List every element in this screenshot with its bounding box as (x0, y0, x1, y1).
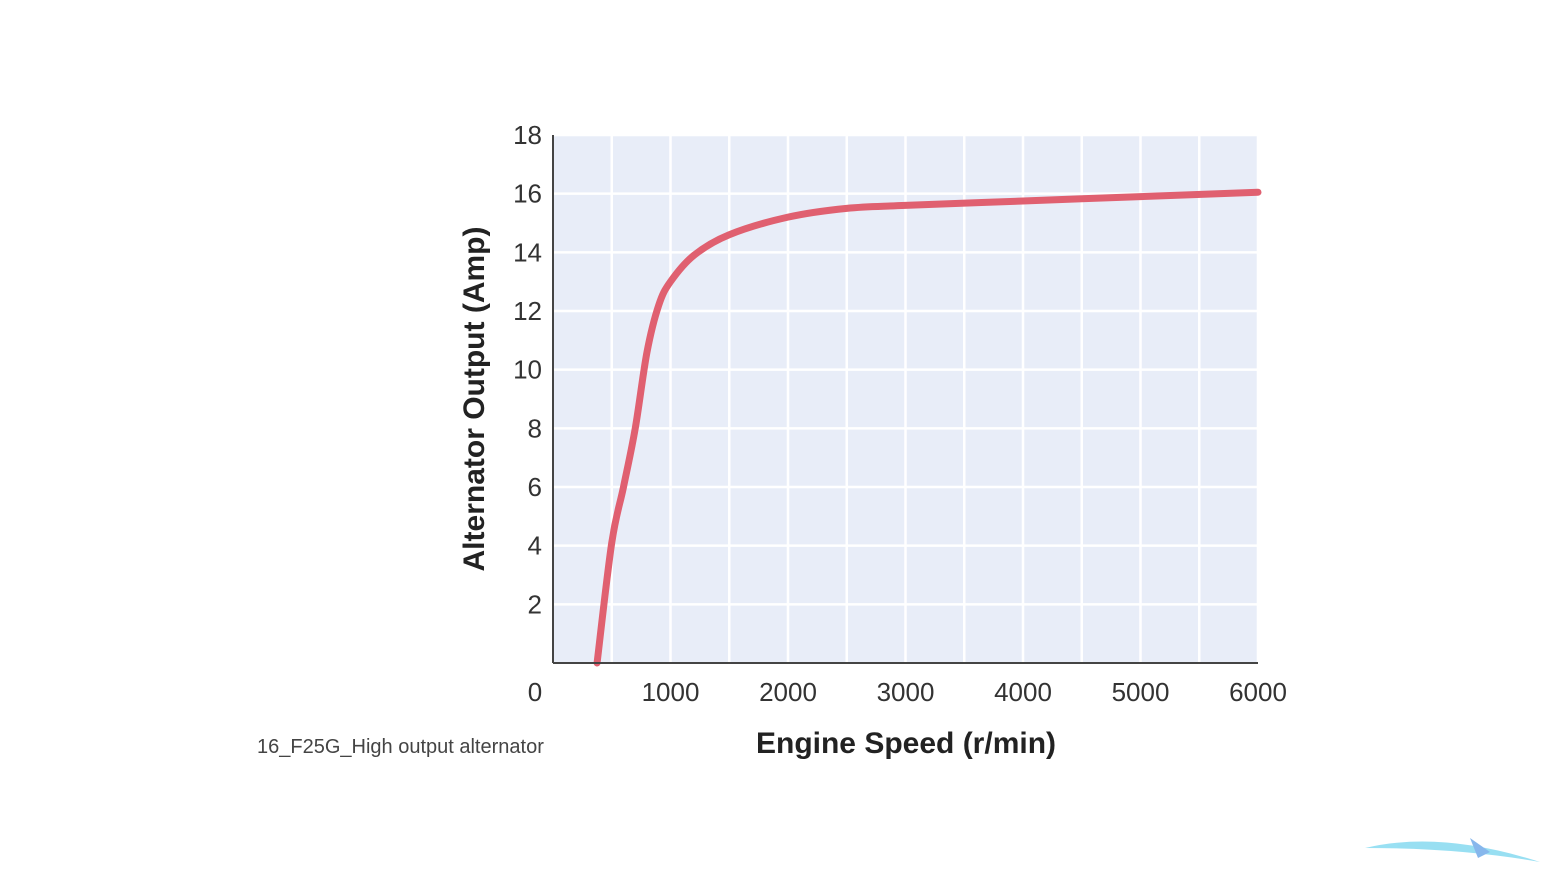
x-tick-label: 1000 (642, 677, 700, 707)
x-tick-label: 5000 (1112, 677, 1170, 707)
y-tick-label: 2 (528, 589, 542, 619)
watermark-logo (1365, 838, 1540, 862)
series-line (593, 188, 1262, 667)
figure-caption: 16_F25G_High output alternator (257, 736, 544, 758)
x-tick-label: 6000 (1229, 677, 1287, 707)
x-tick-label: 2000 (759, 677, 817, 707)
y-tick-label: 18 (513, 120, 542, 150)
y-tick-label: 6 (528, 472, 542, 502)
x-tick-label: 3000 (877, 677, 935, 707)
x-tick-label: 4000 (994, 677, 1052, 707)
tick-labels: 0 1000 2000 3000 4000 5000 6000 2 4 6 8 10 12 14 16 18 (513, 120, 1287, 707)
y-tick-label: 12 (513, 296, 542, 326)
y-tick-label: 8 (528, 413, 542, 443)
y-tick-label: 10 (513, 355, 542, 385)
y-tick-label: 16 (513, 179, 542, 209)
x-axis-label: Engine Speed (r/min) (756, 727, 1056, 760)
y-tick-label: 14 (513, 237, 542, 267)
y-tick-label: 4 (528, 531, 542, 561)
x-tick-label: 0 (528, 677, 542, 707)
y-axis-label: Alternator Output (Amp) (458, 227, 491, 572)
